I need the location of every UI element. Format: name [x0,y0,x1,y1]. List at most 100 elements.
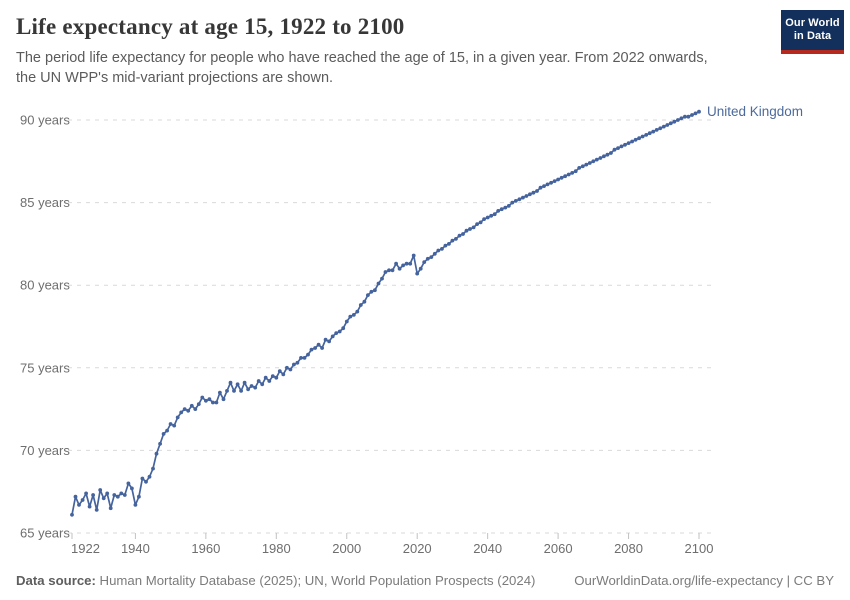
x-axis-tick-label: 1980 [262,541,291,556]
data-point [285,365,289,370]
data-point [94,508,99,512]
data-point [425,256,430,261]
x-axis-tick-label: 1922 [71,541,100,556]
data-point [394,261,398,266]
data-point [189,403,194,408]
data-point [661,124,666,129]
data-point [683,114,687,119]
x-axis-tick-label: 2020 [403,541,432,556]
y-axis-tick-label: 75 years [20,360,70,375]
data-point [679,116,684,121]
owid-logo[interactable]: Our World in Data [781,10,844,54]
data-point [411,253,416,258]
data-point [246,387,251,392]
data-point [630,139,634,144]
data-point [475,222,479,227]
data-point [274,375,279,380]
data-point [605,152,610,157]
data-point [147,474,152,479]
data-point [242,380,247,385]
data-point [348,314,353,319]
x-axis-tick-label: 2100 [685,541,714,556]
data-point [443,243,448,248]
data-point [316,342,321,347]
data-point [172,423,177,428]
data-point [256,379,261,383]
plot-area[interactable] [68,106,712,533]
y-axis-tick-label: 80 years [20,278,70,293]
data-point [640,134,645,139]
chart-header: Life expectancy at age 15, 1922 to 2100 … [16,14,834,88]
data-point [327,339,331,344]
page-title: Life expectancy at age 15, 1922 to 2100 [16,14,405,39]
data-point [623,142,627,147]
data-point [587,161,592,165]
data-point [341,326,346,331]
data-point [415,271,420,276]
data-point [538,185,543,190]
data-point [570,171,575,175]
entity-label-united-kingdom[interactable]: United Kingdom [707,104,803,119]
data-point [580,164,585,169]
y-axis-tick-label: 90 years [20,113,70,128]
data-point [101,496,106,501]
data-point [447,242,451,246]
data-point [119,491,124,496]
data-point [503,205,508,210]
data-point [218,390,222,395]
data-point [517,197,522,202]
y-axis-tick-label: 70 years [20,443,70,458]
data-point [281,372,286,377]
data-point [390,268,395,273]
data-point [70,512,74,517]
data-point [144,479,148,484]
data-point [552,179,557,184]
x-axis-tick-label: 2040 [473,541,502,556]
data-point [302,356,307,360]
data-point [535,189,539,193]
data-point [665,123,670,127]
data-point [344,319,349,324]
data-point [637,136,641,141]
data-point [658,126,663,131]
data-point [492,212,497,217]
data-point [154,451,159,456]
data-point [418,266,423,271]
data-point [204,398,208,403]
data-point [200,395,205,400]
data-point [98,488,103,492]
data-point [545,182,550,187]
uk-line-markers [70,109,701,517]
x-axis-tick-label: 1960 [191,541,220,556]
data-point [633,137,638,142]
chart-footer: Data source: Human Mortality Database (2… [16,573,834,588]
data-source-label: Data source: [16,573,96,588]
data-point [140,476,145,481]
data-point [644,133,649,137]
data-point [693,111,698,116]
data-point [270,374,275,378]
x-axis-tick-label: 2000 [332,541,361,556]
data-point [211,400,215,405]
data-point [126,481,131,486]
data-point [358,303,363,307]
data-point [468,227,472,231]
data-point [330,334,335,339]
data-point [214,400,219,405]
data-point [373,288,377,293]
data-point [429,255,434,259]
data-point [510,200,515,205]
data-point [91,493,95,497]
data-point [454,237,458,241]
data-point [482,217,486,222]
data-point [598,156,603,160]
data-point [594,157,599,162]
data-point [521,195,525,200]
data-point [672,119,677,124]
attribution-link[interactable]: OurWorldinData.org/life-expectancy | CC … [574,573,834,588]
data-point [506,204,511,208]
data-point [422,260,427,264]
y-axis-tick-label: 65 years [20,526,70,541]
data-point [376,281,381,286]
